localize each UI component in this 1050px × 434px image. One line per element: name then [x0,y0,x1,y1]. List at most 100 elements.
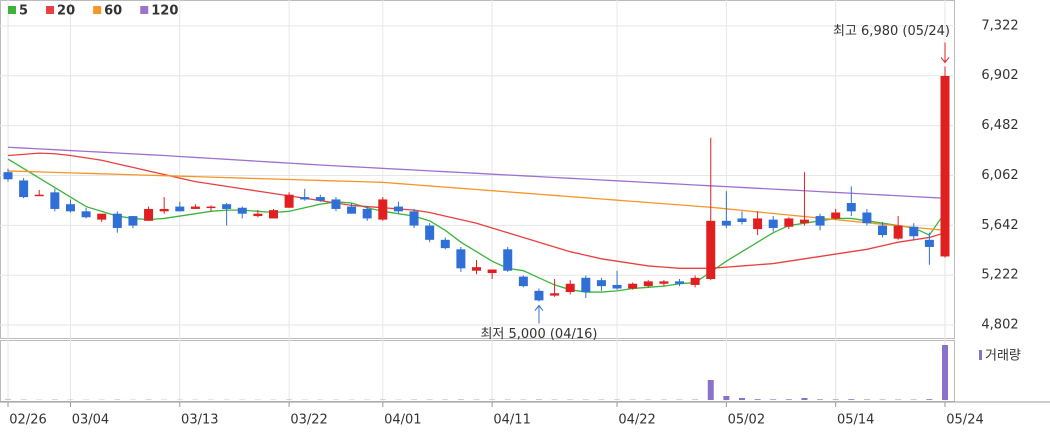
legend-swatch [46,6,55,14]
candle-body [34,194,44,197]
ma-line [7,170,946,231]
candle-body [3,172,13,180]
candle-body [253,213,263,217]
annotation-arrow [940,42,950,64]
legend-swatch [140,6,149,14]
y-tick-label: 6,482 [981,118,1018,133]
candle-body [472,267,481,271]
candle-body [784,218,794,227]
candle-body [768,219,778,228]
volume-legend-swatch [979,350,982,360]
candle-body [362,208,372,219]
legend-label: 5 [19,4,28,19]
candle-body [347,206,357,214]
candle-body [128,216,138,226]
candle-body [643,281,653,287]
volume-bar [817,399,824,400]
candle-body [284,194,294,208]
candle-body [518,276,528,287]
candle-body [893,225,903,239]
candle-body [690,277,700,285]
candle-body [831,212,841,219]
y-tick-label: 6,902 [981,68,1018,83]
x-tick-label: 04/11 [493,413,530,428]
candle-body [440,239,450,249]
candle-body [659,281,669,284]
candle-body [19,180,29,198]
candle-body [237,207,247,214]
candle-body [97,213,107,220]
volume-bar [754,399,761,400]
volume-bar [738,398,745,400]
ma-line [7,146,946,199]
candle-body [675,281,685,284]
x-tick-label: 03/13 [181,413,218,428]
y-tick-label: 7,322 [981,18,1018,33]
candle-body [815,216,825,226]
candle-body [737,218,747,223]
candle-body [706,220,716,279]
y-tick-label: 4,802 [981,318,1018,333]
candle-body [581,277,591,293]
candle-body [456,249,466,269]
candle-body [112,213,122,228]
volume-bar [785,399,792,400]
legend-label: 120 [151,4,178,19]
volume-bar [832,399,839,400]
candle-body [81,211,91,218]
volume-bar [863,399,870,400]
candle-body [268,210,278,219]
candle-body [565,283,575,293]
annotation-arrow [534,304,544,324]
x-tick-label: 05/24 [946,413,983,428]
candle-body [503,249,513,271]
candle-body [487,269,497,274]
candle-body [409,211,419,226]
candle-body [144,208,154,221]
candle-body [940,75,950,257]
x-tick-label: 03/22 [290,413,327,428]
candle-body [222,204,232,209]
volume-bar [848,399,855,400]
volume-bar [801,398,808,400]
volume-bar [707,380,714,400]
candle-body [924,239,934,247]
x-tick-label: 03/04 [72,413,109,428]
volume-bar [926,399,933,400]
candle-body [331,199,341,209]
volume-bar [942,345,948,400]
candle-body [878,225,888,236]
x-tick-label: 05/14 [837,413,874,428]
volume-bar [723,396,730,400]
candle-body [628,283,638,289]
candle-body [799,219,809,224]
candle-body [50,192,60,209]
candle-body [206,206,216,209]
candle-body [393,206,403,212]
candle-body [862,212,872,224]
candle-body [612,284,622,289]
candle-body [846,203,856,212]
x-tick-label: 05/02 [728,413,765,428]
candle-body [909,226,919,237]
candle-body [425,225,435,240]
y-tick-label: 6,062 [981,168,1018,183]
legend-label: 60 [104,4,122,19]
candle-body [65,204,75,212]
legend-swatch [8,6,16,14]
candle-body [300,197,310,200]
ma-line [7,152,946,269]
x-tick-label: 02/26 [9,413,46,428]
candle-body [721,220,731,226]
candle-body [315,197,325,201]
volume-legend-label: 거래량 [985,349,1021,364]
volume-bar [770,399,777,400]
x-tick-label: 04/22 [618,413,655,428]
annotation: 최고 6,980 (05/24) [833,24,950,39]
candle-body [550,293,560,296]
candle-body [159,208,169,212]
y-tick-label: 5,222 [981,268,1018,283]
legend-swatch [93,6,102,14]
